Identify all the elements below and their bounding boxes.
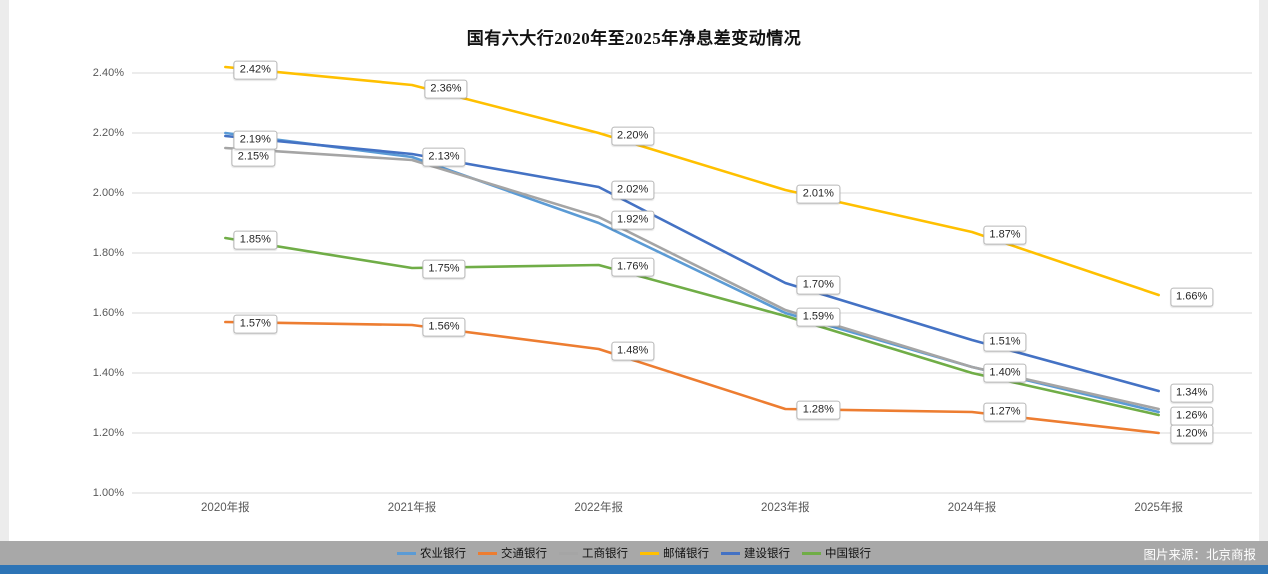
footer-band: 农业银行 交通银行 工商银行 邮储银行 建设银行 中国银行 图片来源：北京商报 — [0, 541, 1268, 565]
legend-line-marker — [640, 551, 659, 555]
data-label: 1.92% — [611, 210, 655, 230]
legend-label: 建设银行 — [744, 548, 790, 560]
y-axis-tick-label: 1.80% — [92, 247, 124, 259]
data-label: 1.57% — [233, 314, 277, 334]
legend-label: 中国银行 — [825, 548, 871, 560]
data-label: 2.36% — [424, 79, 468, 99]
legend-item: 交通银行 — [478, 545, 547, 561]
data-label: 2.20% — [611, 126, 655, 146]
left-edge-margin — [0, 0, 9, 541]
data-label: 1.40% — [983, 363, 1027, 383]
data-label: 1.20% — [1170, 424, 1214, 444]
data-label: 2.01% — [796, 184, 840, 204]
legend-label: 交通银行 — [501, 548, 547, 560]
source-note: 图片来源：北京商报 — [1143, 547, 1256, 562]
data-label: 1.66% — [1170, 287, 1214, 307]
data-label: 1.34% — [1170, 383, 1214, 403]
legend-line-marker — [721, 551, 740, 555]
right-edge-margin — [1259, 0, 1268, 541]
legend-line-marker — [802, 551, 821, 555]
data-label: 1.51% — [983, 332, 1027, 352]
data-label: 1.27% — [983, 402, 1027, 422]
chart-title: 国有六大行2020年至2025年净息差变动情况 — [466, 29, 802, 48]
y-axis-tick-label: 2.20% — [92, 127, 124, 139]
data-label: 1.59% — [796, 307, 840, 327]
legend-line-marker — [559, 551, 578, 555]
y-axis-tick-label: 1.40% — [92, 367, 124, 379]
y-axis-tick-label: 1.20% — [92, 427, 124, 439]
y-axis-tick-label: 1.60% — [92, 307, 124, 319]
legend-label: 工商银行 — [582, 548, 628, 560]
data-label: 1.75% — [422, 259, 466, 279]
data-label: 1.26% — [1170, 406, 1214, 426]
legend-line-marker — [478, 551, 497, 555]
x-axis-tick-label: 2025年报 — [1134, 502, 1183, 514]
data-label: 1.76% — [611, 257, 655, 277]
y-axis-tick-label: 2.00% — [92, 187, 124, 199]
data-label: 2.15% — [231, 147, 275, 167]
data-label: 1.70% — [796, 275, 840, 295]
data-label: 1.28% — [796, 400, 840, 420]
data-label: 2.02% — [611, 180, 655, 200]
data-label: 1.87% — [983, 225, 1027, 245]
data-label: 2.42% — [233, 60, 277, 80]
legend-item: 中国银行 — [802, 545, 871, 561]
y-axis-tick-label: 2.40% — [92, 67, 124, 79]
data-label: 1.48% — [611, 341, 655, 361]
y-axis-tick-label: 1.00% — [92, 487, 124, 499]
x-axis-tick-label: 2020年报 — [201, 502, 250, 514]
legend: 农业银行 交通银行 工商银行 邮储银行 建设银行 中国银行 — [397, 545, 871, 561]
x-axis-tick-label: 2023年报 — [761, 502, 810, 514]
data-label: 1.56% — [422, 317, 466, 337]
x-axis-tick-label: 2022年报 — [574, 502, 623, 514]
legend-item: 农业银行 — [397, 545, 466, 561]
legend-item: 建设银行 — [721, 545, 790, 561]
x-axis-tick-label: 2021年报 — [387, 502, 437, 514]
legend-item: 工商银行 — [559, 545, 628, 561]
data-label: 2.13% — [422, 147, 466, 167]
legend-label: 邮储银行 — [663, 548, 709, 560]
data-label: 2.19% — [233, 130, 277, 150]
footer-blue-strip — [0, 565, 1268, 574]
data-label: 1.85% — [233, 230, 277, 250]
legend-label: 农业银行 — [420, 548, 466, 560]
x-axis-tick-label: 2024年报 — [947, 502, 997, 514]
legend-line-marker — [397, 551, 416, 555]
legend-item: 邮储银行 — [640, 545, 709, 561]
